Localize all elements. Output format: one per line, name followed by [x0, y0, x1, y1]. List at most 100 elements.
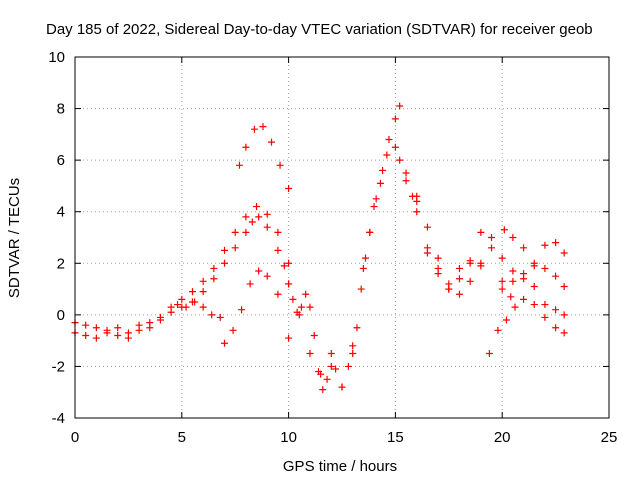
- data-point: [383, 151, 391, 159]
- data-point: [494, 326, 502, 334]
- data-point: [520, 295, 528, 303]
- data-point: [191, 298, 199, 306]
- y-axis-ticks: -4 -2 0 2 4 6 8 10: [48, 49, 609, 427]
- data-point: [263, 272, 271, 280]
- data-point: [293, 308, 301, 316]
- x-tick-label: 15: [387, 429, 404, 446]
- data-point: [520, 275, 528, 283]
- data-point: [353, 324, 361, 332]
- data-point: [349, 350, 357, 358]
- data-point: [216, 313, 224, 321]
- data-point: [259, 123, 267, 131]
- data-point: [477, 262, 485, 270]
- data-point: [310, 331, 318, 339]
- data-point: [552, 272, 560, 280]
- data-point: [297, 303, 305, 311]
- data-point: [306, 303, 314, 311]
- data-point: [327, 362, 335, 370]
- data-point: [319, 386, 327, 394]
- data-point: [248, 218, 256, 226]
- data-point: [167, 303, 175, 311]
- data-point: [221, 246, 229, 254]
- data-point: [357, 285, 365, 293]
- data-point: [182, 303, 190, 311]
- data-point: [434, 270, 442, 278]
- data-point: [376, 179, 384, 187]
- data-point: [82, 331, 90, 339]
- data-point: [413, 192, 421, 200]
- data-point: [268, 138, 276, 146]
- data-point: [238, 306, 246, 314]
- data-point: [391, 143, 399, 151]
- data-point: [274, 290, 282, 298]
- data-point: [423, 223, 431, 231]
- series-track-e: [235, 123, 293, 193]
- data-point: [253, 203, 261, 211]
- data-point: [507, 293, 515, 301]
- data-point: [560, 329, 568, 337]
- data-point: [402, 169, 410, 177]
- data-point: [285, 280, 293, 288]
- data-point: [541, 301, 549, 309]
- series-track-i: [413, 192, 515, 301]
- data-point: [509, 267, 517, 275]
- data-point: [413, 208, 421, 216]
- data-point: [391, 115, 399, 123]
- data-point: [114, 331, 122, 339]
- data-point: [509, 234, 517, 241]
- x-axis-ticks: 0 5 10 15 20 25: [71, 57, 617, 446]
- data-point: [274, 246, 282, 254]
- data-point: [466, 257, 474, 265]
- data-point: [445, 285, 453, 293]
- series-track-j: [423, 249, 485, 293]
- data-point: [541, 264, 549, 272]
- data-point: [221, 259, 229, 267]
- data-point: [124, 329, 132, 337]
- data-point: [208, 311, 216, 319]
- data-point: [498, 254, 506, 262]
- data-point: [560, 282, 568, 290]
- series-track-h: [402, 169, 568, 319]
- data-point: [82, 321, 90, 329]
- chart-title: Day 185 of 2022, Sidereal Day-to-day VTE…: [46, 21, 593, 38]
- data-point: [455, 275, 463, 283]
- data-point: [263, 210, 271, 218]
- data-point: [402, 177, 410, 185]
- data-point: [502, 316, 510, 324]
- y-tick-label: 2: [57, 255, 65, 272]
- y-tick-label: 10: [48, 49, 65, 66]
- data-point: [92, 324, 100, 332]
- data-point: [385, 136, 393, 144]
- data-point: [289, 295, 297, 303]
- series-track-k: [485, 295, 568, 358]
- y-tick-label: -2: [52, 358, 65, 375]
- data-point: [285, 259, 293, 267]
- data-point: [255, 213, 263, 221]
- data-point: [246, 280, 254, 288]
- data-point: [250, 125, 258, 133]
- data-point: [263, 223, 271, 231]
- data-point: [530, 262, 538, 270]
- data-point: [146, 319, 154, 327]
- x-tick-label: 20: [494, 429, 511, 446]
- data-point: [552, 306, 560, 314]
- data-point: [498, 285, 506, 293]
- data-point: [541, 313, 549, 321]
- data-point: [242, 213, 250, 221]
- grid-lines: [75, 57, 609, 418]
- data-point: [188, 288, 196, 296]
- data-point: [455, 264, 463, 272]
- data-point: [509, 277, 517, 285]
- data-point: [221, 339, 229, 347]
- series-track-g: [359, 102, 404, 272]
- y-tick-label: 4: [57, 204, 65, 221]
- x-axis-label: GPS time / hours: [283, 458, 397, 475]
- y-tick-label: 6: [57, 152, 65, 169]
- data-point: [323, 375, 331, 383]
- data-point: [520, 244, 528, 252]
- data-point: [92, 334, 100, 342]
- data-point: [199, 288, 207, 296]
- data-point: [235, 161, 243, 169]
- data-point: [231, 228, 239, 236]
